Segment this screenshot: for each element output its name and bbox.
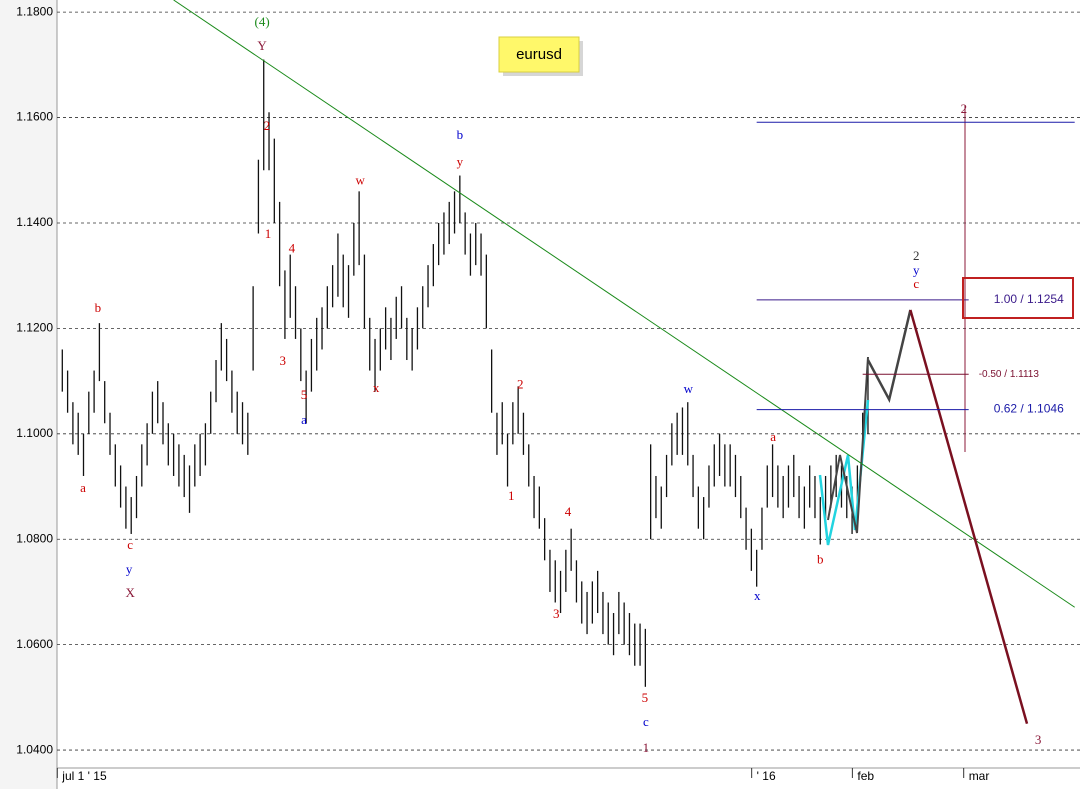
wave-label: 1	[508, 488, 515, 503]
wave-label: 2	[264, 118, 271, 133]
wave-label: x	[754, 588, 761, 603]
y-tick-label: 1.1200	[16, 321, 53, 335]
y-tick-label: 1.1800	[16, 4, 53, 18]
wave-label: 3	[553, 606, 560, 621]
wave-label: c	[127, 537, 133, 552]
y-tick-label: 1.0400	[16, 742, 53, 756]
wave-label: y	[913, 262, 920, 277]
wave-label: 3	[280, 353, 287, 368]
wave-label: 1	[265, 226, 272, 241]
wave-label: b	[457, 127, 464, 142]
x-tick-label: feb	[857, 769, 874, 783]
wave-label: Y	[257, 38, 267, 53]
wave-label: 3	[1035, 732, 1042, 747]
projection-line	[866, 309, 912, 404]
x-tick-label: jul 1 ' 15	[61, 769, 107, 783]
note-box	[498, 36, 580, 73]
wave-label: b	[95, 300, 102, 315]
fib-label: 0.62 / 1.1046	[994, 402, 1064, 416]
wave-sketch	[827, 356, 869, 534]
grid	[57, 11, 1080, 751]
wave-label: (4)	[255, 14, 270, 29]
wave-label: x	[373, 380, 380, 395]
wave-label: a	[80, 480, 86, 495]
marks	[61, 59, 869, 687]
fib-label: 1.00 / 1.1254	[994, 292, 1064, 306]
wave-label: 5	[642, 690, 649, 705]
y-tick-label: 1.1400	[16, 215, 53, 229]
y-tick-label: 1.1600	[16, 110, 53, 124]
wave-label: 4	[289, 240, 296, 255]
x-tick-label: ' 16	[757, 769, 776, 783]
wave-label: y	[126, 561, 133, 576]
chart-title: eurusd	[516, 46, 562, 63]
highlight-box	[962, 277, 1074, 319]
wave-label: 1	[643, 740, 650, 755]
overlay: 1.62 / 1.15911.00 / 1.1254-0.50 / 1.1113…	[80, 0, 1075, 755]
wave-label: 4	[565, 504, 572, 519]
wave-label: 2	[961, 101, 968, 116]
wave-label: a	[301, 412, 307, 427]
wave-label: a	[770, 429, 776, 444]
wave-label: X	[125, 585, 135, 600]
x-tick-label: mar	[969, 769, 990, 783]
wave-label: 2	[517, 376, 524, 391]
wave-label: 5	[301, 387, 308, 402]
projection-line	[909, 309, 1029, 725]
wave-label: y	[457, 154, 464, 169]
y-axis-panel	[0, 0, 57, 789]
wave-label: w	[355, 172, 365, 187]
wave-label: 2	[913, 248, 920, 263]
y-tick-label: 1.0800	[16, 531, 53, 545]
wave-label: c	[643, 714, 649, 729]
trendline	[173, 0, 1075, 608]
wave-label: w	[684, 381, 694, 396]
wave-label: c	[913, 276, 919, 291]
y-tick-label: 1.1000	[16, 426, 53, 440]
wave-label: b	[817, 551, 824, 566]
fib-label: -0.50 / 1.1113	[979, 369, 1040, 380]
y-tick-label: 1.0600	[16, 637, 53, 651]
